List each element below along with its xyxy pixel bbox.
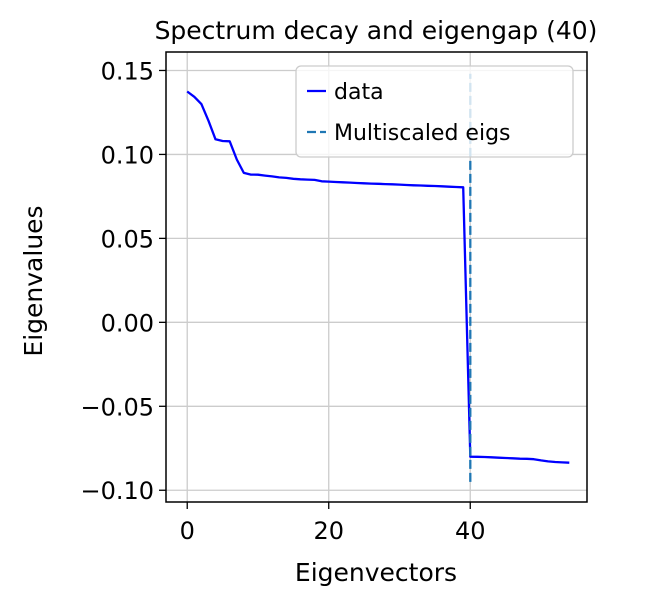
y-tick-label: 0.15 [101,57,154,85]
plot-frame [165,51,588,503]
legend-label-2: Multiscaled eigs [334,121,511,146]
y-tick-label: 0.05 [101,225,154,253]
x-tick-label: 0 [180,517,195,545]
x-tick-label: 20 [313,517,344,545]
y-tick-label: −0.10 [80,477,154,505]
x-axis-title: Eigenvectors [295,558,457,587]
legend-label-1: data [334,80,384,105]
x-axis: 0 20 40 [180,502,486,545]
y-axis: 0.15 0.10 0.05 0.00 −0.05 −0.10 [80,57,166,505]
x-tick-label: 40 [455,517,486,545]
legend: data Multiscaled eigs [295,65,574,158]
y-axis-title: Eigenvalues [19,205,48,356]
y-tick-label: 0.00 [101,309,154,337]
y-tick-label: 0.10 [101,141,154,169]
series-line-1 [186,90,570,464]
chart-title: Spectrum decay and eigengap (40) [155,16,598,45]
y-tick-label: −0.05 [80,393,154,421]
legend-box [295,65,574,158]
